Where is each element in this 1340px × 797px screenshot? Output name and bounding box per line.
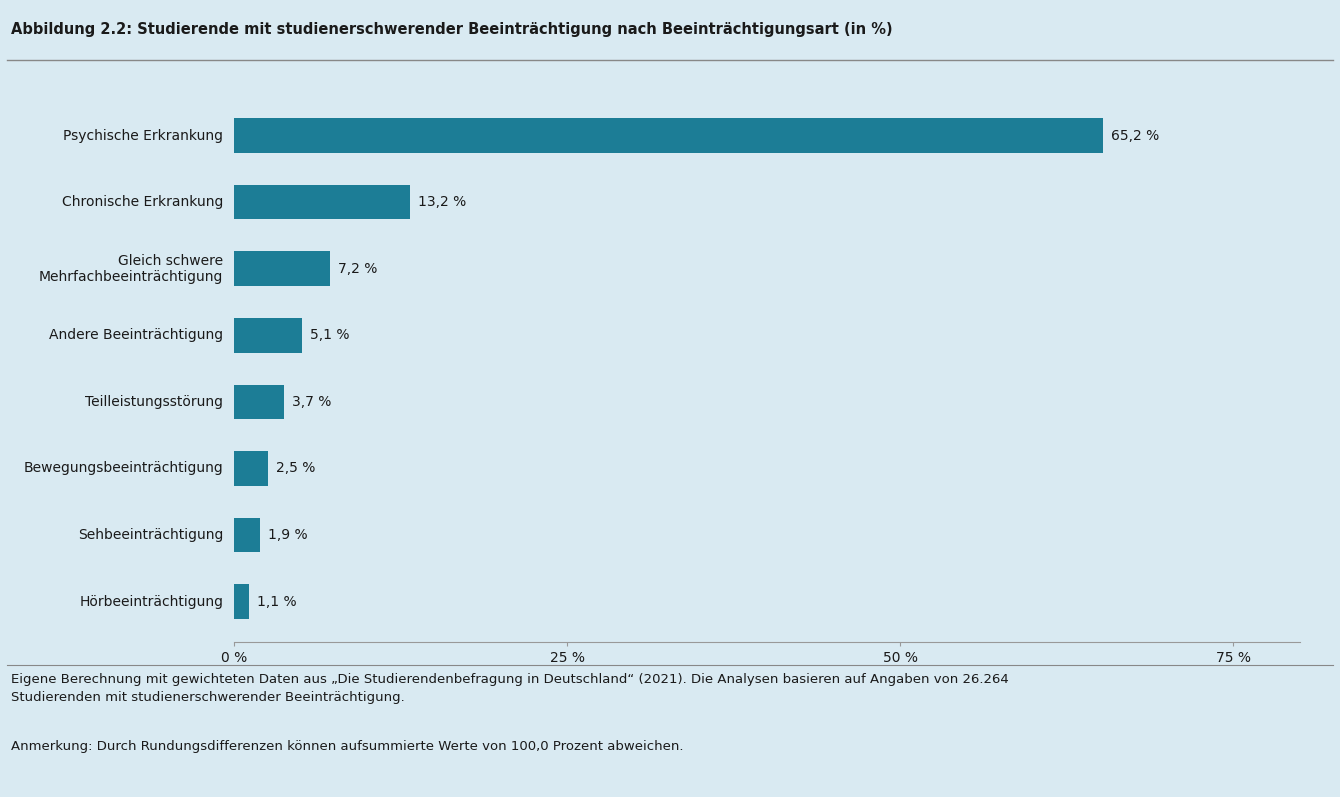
Text: 1,1 %: 1,1 %	[257, 595, 296, 609]
Text: 65,2 %: 65,2 %	[1111, 128, 1159, 143]
Text: Anmerkung: Durch Rundungsdifferenzen können aufsummierte Werte von 100,0 Prozent: Anmerkung: Durch Rundungsdifferenzen kön…	[11, 740, 683, 752]
Bar	[234, 385, 284, 419]
Bar	[234, 318, 303, 352]
Bar	[234, 584, 249, 619]
Text: 13,2 %: 13,2 %	[418, 195, 466, 209]
Text: Abbildung 2.2: Studierende mit studienerschwerender Beeinträchtigung nach Beeint: Abbildung 2.2: Studierende mit studiener…	[11, 22, 892, 37]
Bar	[234, 451, 268, 486]
Text: 7,2 %: 7,2 %	[339, 261, 378, 276]
Bar	[234, 185, 410, 219]
Text: 1,9 %: 1,9 %	[268, 528, 307, 542]
Text: 3,7 %: 3,7 %	[292, 395, 331, 409]
Bar	[234, 118, 1103, 153]
Text: Eigene Berechnung mit gewichteten Daten aus „Die Studierendenbefragung in Deutsc: Eigene Berechnung mit gewichteten Daten …	[11, 673, 1009, 705]
Bar	[234, 518, 260, 552]
Text: 2,5 %: 2,5 %	[276, 461, 315, 476]
Text: 5,1 %: 5,1 %	[311, 328, 350, 343]
Bar	[234, 251, 331, 286]
